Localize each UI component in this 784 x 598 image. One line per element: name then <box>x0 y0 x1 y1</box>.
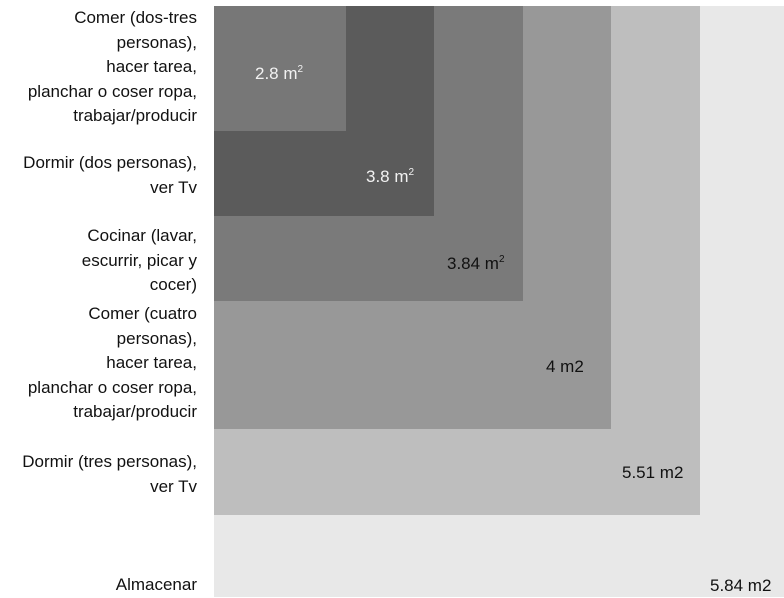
activity-label-dormir-tres: Dormir (tres personas), ver Tv <box>22 450 197 499</box>
activity-label-comer-dos-tres: Comer (dos-tres personas), hacer tarea, … <box>28 6 197 129</box>
activity-label-cocinar: Cocinar (lavar, escurrir, picar y cocer) <box>82 224 197 298</box>
area-label-almacenar: 5.84 m2 <box>710 576 771 596</box>
label-line: Comer (dos-tres <box>74 8 197 27</box>
label-line: Dormir (tres personas), <box>22 452 197 471</box>
label-line: planchar o coser ropa, <box>27 377 197 397</box>
label-line: hacer tarea, <box>106 353 197 372</box>
label-line: planchar o coser ropa, <box>27 81 197 101</box>
area-value: 4 m2 <box>546 357 584 376</box>
label-line: hacer tarea, <box>106 57 197 76</box>
label-line: trabajar/producir <box>73 106 197 125</box>
area-label-cocinar: 3.84 m2 <box>447 254 505 274</box>
activity-label-dormir-dos: Dormir (dos personas), ver Tv <box>23 151 197 200</box>
area-label-dormir-dos: 3.8 m2 <box>366 167 414 187</box>
area-exponent: 2 <box>408 167 415 178</box>
area-exponent: 2 <box>498 254 505 265</box>
label-line: trabajar/producir <box>73 402 197 421</box>
label-line: Dormir (dos personas), <box>23 153 197 172</box>
label-line: cocer) <box>149 275 197 294</box>
area-box-comer-dos-tres-personas <box>214 6 346 131</box>
label-line: personas), <box>116 328 197 348</box>
label-line: Almacenar <box>115 575 197 594</box>
area-value: 5.51 m2 <box>622 463 684 482</box>
area-value: 2.8 m <box>255 64 298 83</box>
label-line: personas), <box>116 32 197 52</box>
activity-label-almacenar: Almacenar <box>116 573 197 598</box>
label-line: ver Tv <box>150 177 197 197</box>
activity-label-comer-cuatro: Comer (cuatro personas), hacer tarea, pl… <box>28 302 197 425</box>
label-line: escurrir, picar y <box>81 250 197 270</box>
area-value: 5.84 m2 <box>710 576 772 595</box>
label-line: Comer (cuatro <box>88 304 197 323</box>
area-value: 3.8 m <box>366 167 409 186</box>
area-label-comer-cuatro: 4 m2 <box>546 357 584 377</box>
area-label-comer-dos-tres: 2.8 m2 <box>255 64 303 84</box>
label-line: ver Tv <box>150 476 197 496</box>
area-value: 3.84 m <box>447 254 499 273</box>
area-label-dormir-tres: 5.51 m2 <box>622 463 683 483</box>
label-line: Cocinar (lavar, <box>87 226 197 245</box>
area-exponent: 2 <box>297 64 304 75</box>
